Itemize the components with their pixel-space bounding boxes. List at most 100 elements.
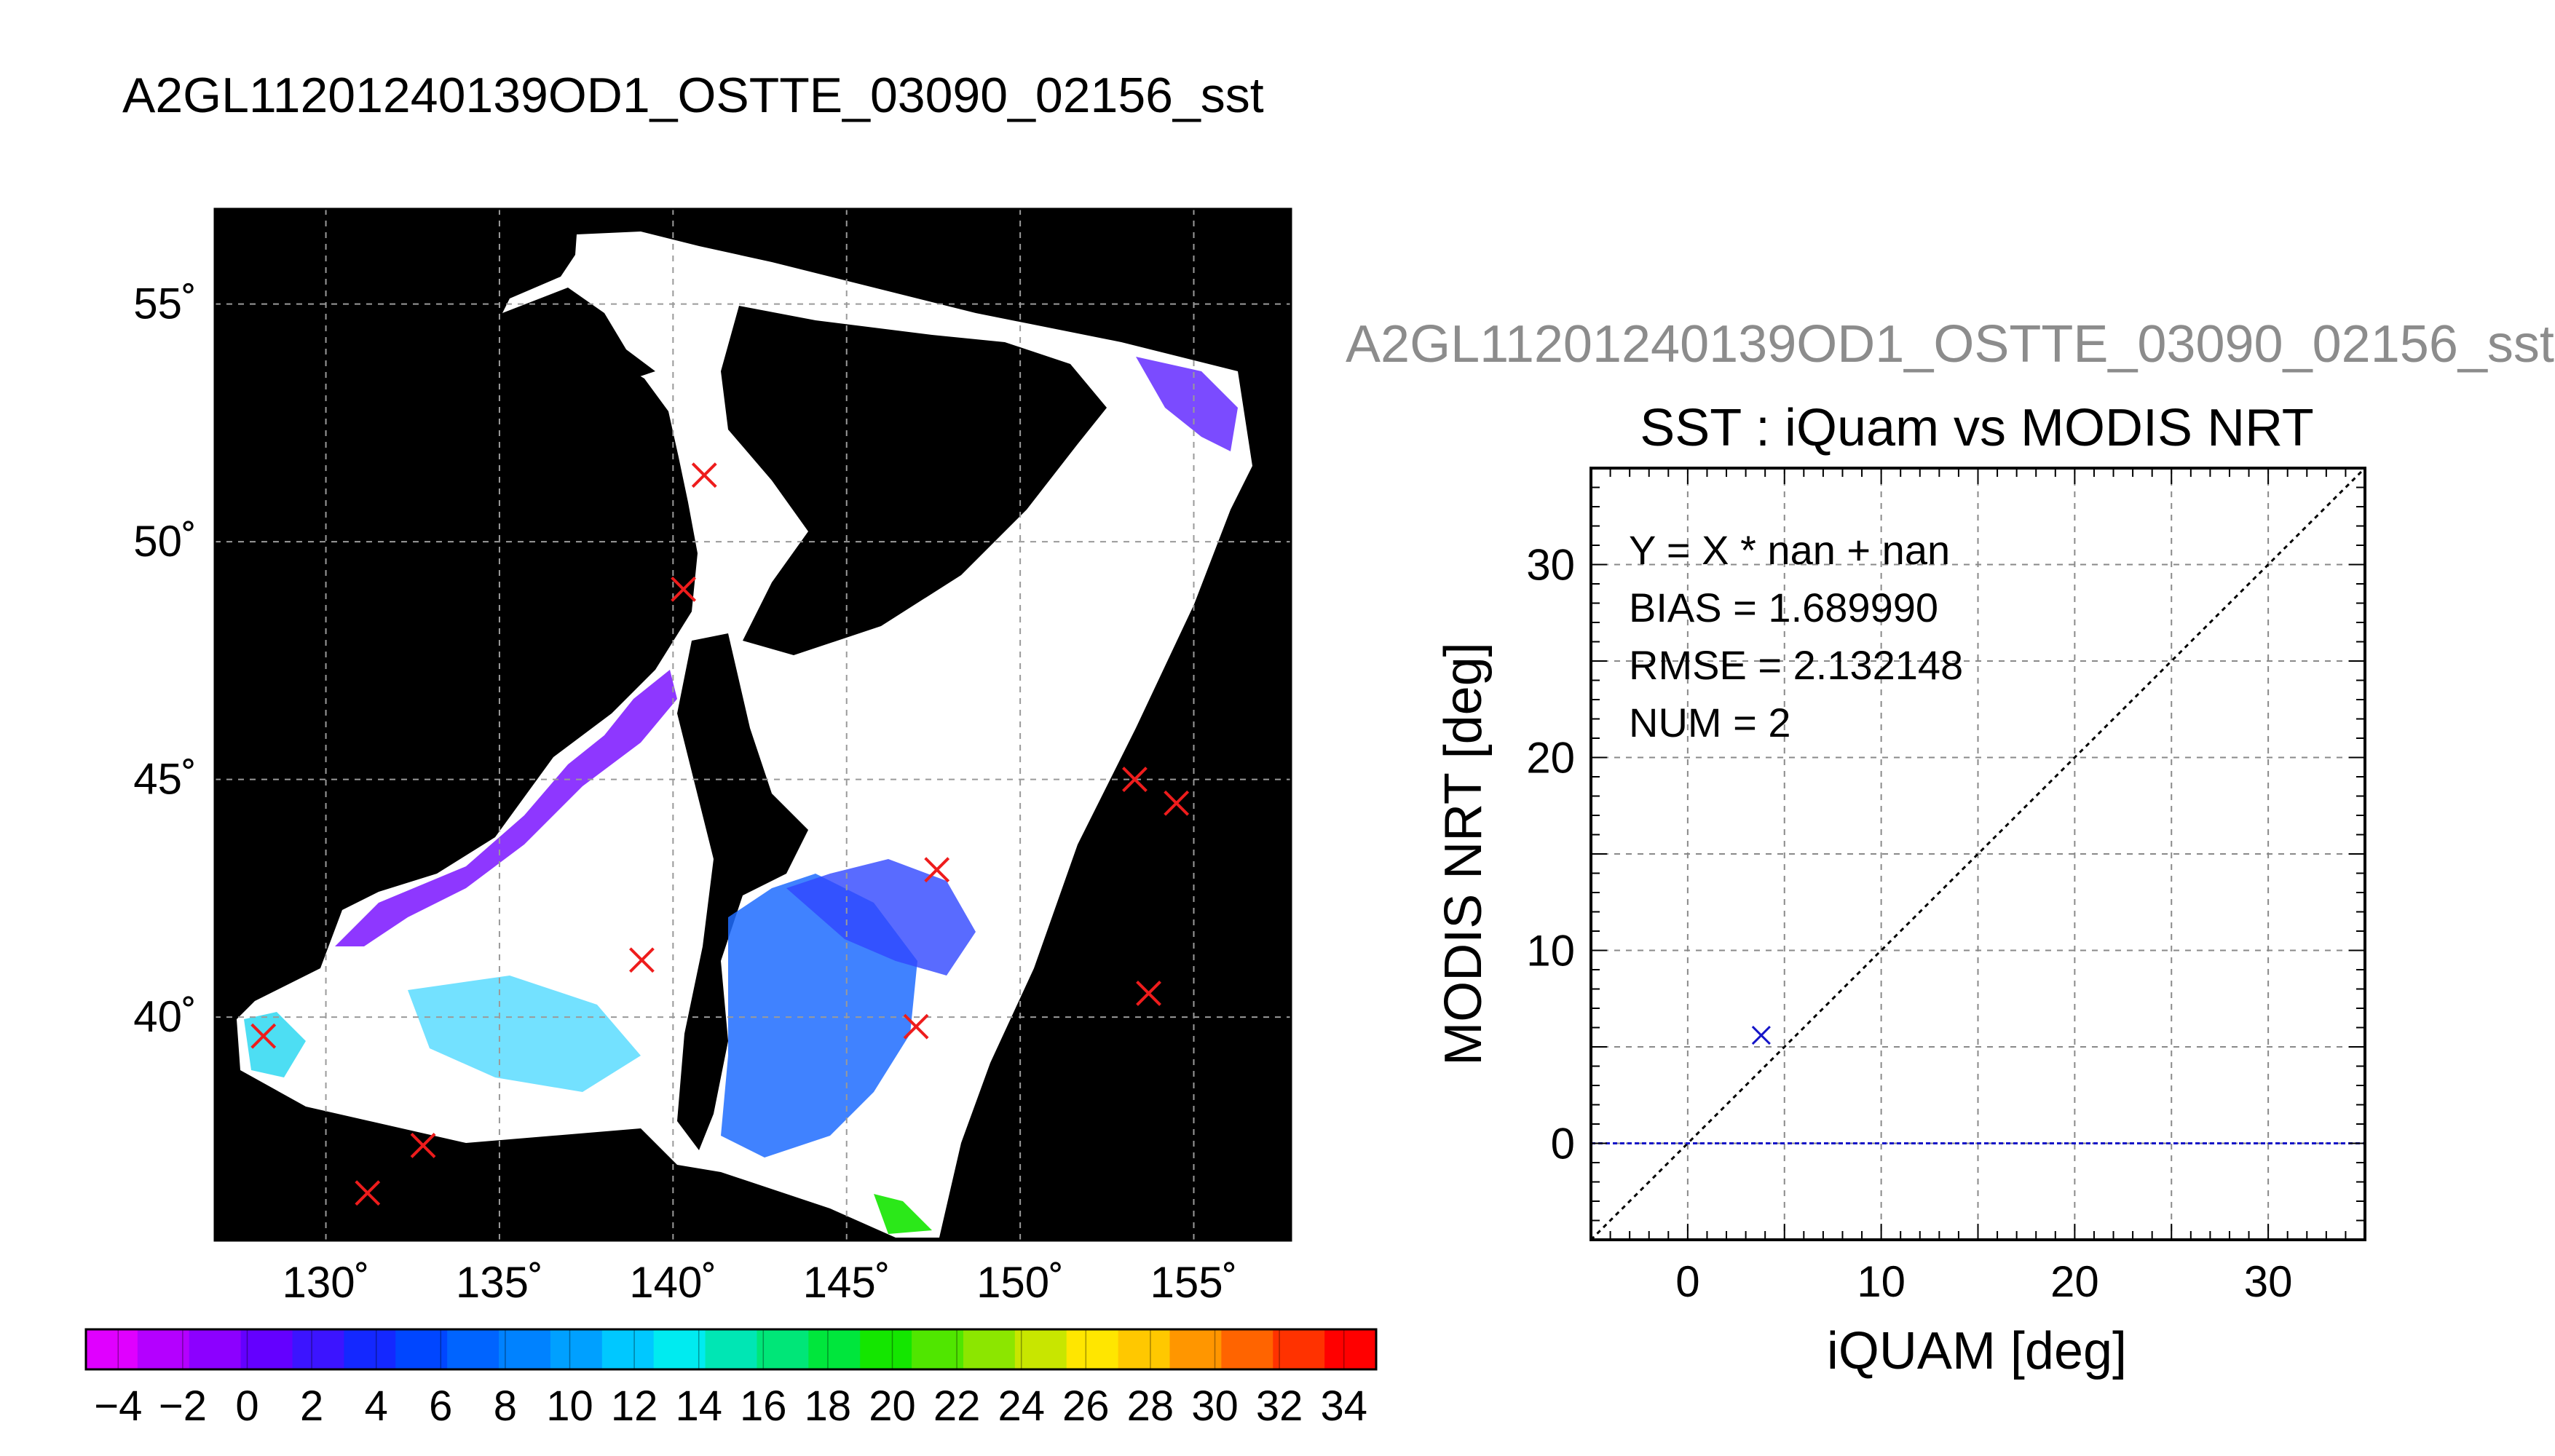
matchup-marker xyxy=(410,1132,436,1158)
colorbar-cell xyxy=(395,1329,449,1369)
colorbar-tick-label: 18 xyxy=(805,1382,852,1430)
x-tick-label: 0 xyxy=(1675,1257,1699,1306)
colorbar-cell xyxy=(757,1329,810,1369)
plot-filename-title: A2GL11201240139OD1_OSTTE_03090_02156_sst xyxy=(1346,315,2554,373)
colorbar-tick-label: −4 xyxy=(94,1382,142,1430)
x-axis-label: iQUAM [deg] xyxy=(1827,1322,2127,1380)
colorbar-cell xyxy=(137,1329,190,1369)
lon-tick-label: 145˚ xyxy=(803,1258,891,1307)
lon-tick-label: 150˚ xyxy=(976,1258,1064,1307)
colorbar-cell xyxy=(1324,1329,1377,1369)
colorbar-cells xyxy=(86,1329,1377,1369)
colorbar-tick-label: 24 xyxy=(998,1382,1045,1430)
sea-of-okhotsk-gap xyxy=(721,306,1107,655)
sst-patch-southwest xyxy=(244,1012,306,1077)
colorbar-tick-label: 4 xyxy=(365,1382,388,1430)
colorbar-cell xyxy=(912,1329,964,1369)
colorbar-tick-label: 14 xyxy=(675,1382,722,1430)
colorbar-tick-label: 2 xyxy=(300,1382,323,1430)
y-axis-label: MODIS NRT [deg] xyxy=(1434,642,1493,1066)
sst-patch-green xyxy=(874,1194,932,1234)
colorbar-tick-label: 0 xyxy=(235,1382,258,1430)
lon-tick-label: 130˚ xyxy=(283,1258,370,1307)
matchup-marker xyxy=(629,947,655,973)
x-tick-labels: 0 10 20 30 xyxy=(1675,1257,2292,1306)
matchup-marker xyxy=(691,462,717,488)
sst-map: 130˚ 135˚ 140˚ 145˚ 150˚ 155˚ 40˚ 45˚ 50˚ 55˚ xyxy=(133,207,1292,1307)
matchup-marker xyxy=(355,1180,381,1206)
matchup-marker xyxy=(250,1023,277,1049)
colorbar-cell xyxy=(705,1329,758,1369)
colorbar-tick-label: 12 xyxy=(611,1382,658,1430)
colorbar-tick-label: 16 xyxy=(740,1382,787,1430)
colorbar-cell xyxy=(963,1329,1016,1369)
matchup-marker-stroke xyxy=(671,576,697,602)
sst-colorbar: −4 −2 0 2 4 6 8 10 12 14 16 18 20 22 24 26 28 30 32 34 xyxy=(84,1328,1378,1430)
page-title: A2GL11201240139OD1_OSTTE_03090_02156_sst xyxy=(122,68,1264,123)
scatter-grid xyxy=(1591,468,2365,1240)
colorbar-cell xyxy=(447,1329,500,1369)
x-tick-label: 10 xyxy=(1857,1257,1906,1306)
stats-bias: BIAS = 1.689990 xyxy=(1629,585,1938,630)
matchup-marker-stroke xyxy=(903,1013,929,1040)
scatter-point-stroke xyxy=(1751,1026,1771,1045)
lat-tick-label: 40˚ xyxy=(133,992,197,1041)
colorbar-cell xyxy=(1221,1329,1274,1369)
colorbar-cell xyxy=(1118,1329,1171,1369)
colorbar-tick-label: 8 xyxy=(494,1382,517,1430)
x-tick-label: 20 xyxy=(2050,1257,2099,1306)
lon-tick-label: 135˚ xyxy=(456,1258,543,1307)
stats-num: NUM = 2 xyxy=(1629,700,1791,745)
colorbar-cell xyxy=(1066,1329,1119,1369)
matchup-marker-stroke xyxy=(250,1023,277,1049)
lat-tick-label: 45˚ xyxy=(133,755,197,804)
map-frame xyxy=(213,207,1292,1242)
colorbar-tick-label: −2 xyxy=(159,1382,207,1430)
matchup-marker xyxy=(671,576,697,602)
colorbar-cell xyxy=(601,1329,655,1369)
scatter-minor-ticks xyxy=(1590,467,2366,1241)
lat-tick-label: 55˚ xyxy=(133,280,197,328)
colorbar-tick-label: 20 xyxy=(869,1382,916,1430)
matchup-marker xyxy=(924,857,950,883)
colorbar-cell xyxy=(653,1329,706,1369)
lon-tick-labels: 130˚ 135˚ 140˚ 145˚ 150˚ 155˚ xyxy=(283,1258,1238,1307)
colorbar-tick-label: 22 xyxy=(933,1382,981,1430)
matchup-marker-stroke xyxy=(1136,981,1161,1006)
matchup-marker-stroke xyxy=(1122,767,1148,793)
colorbar-frame xyxy=(84,1328,1378,1371)
sst-patch-coast xyxy=(335,670,677,946)
lat-tick-label: 50˚ xyxy=(133,517,197,566)
matchup-marker-stroke xyxy=(1164,790,1190,816)
scatter-title: SST : iQuam vs MODIS NRT xyxy=(1640,399,2314,457)
lon-tick-label: 140˚ xyxy=(629,1258,716,1307)
colorbar-cell xyxy=(344,1329,397,1369)
colorbar-cell xyxy=(292,1329,345,1369)
y-tick-label: 0 xyxy=(1551,1120,1575,1168)
matchup-markers xyxy=(250,462,1190,1206)
y-tick-label: 20 xyxy=(1526,734,1575,783)
matchup-marker xyxy=(1136,981,1161,1006)
colorbar-tick-label: 32 xyxy=(1256,1382,1303,1430)
stats-rmse: RMSE = 2.132148 xyxy=(1629,642,1963,688)
matchup-marker-stroke xyxy=(629,947,655,973)
lat-tick-labels: 40˚ 45˚ 50˚ 55˚ xyxy=(133,280,197,1041)
matchup-marker-stroke xyxy=(355,1180,381,1206)
colorbar-cell xyxy=(189,1329,242,1369)
sst-patch-okhotsk-edge xyxy=(1136,357,1238,451)
colorbar-tick-label: 34 xyxy=(1320,1382,1367,1430)
colorbar-cell xyxy=(550,1329,603,1369)
matchup-marker-stroke xyxy=(410,1132,436,1158)
y-tick-label: 10 xyxy=(1526,927,1575,976)
sst-patch-cyan xyxy=(408,976,641,1092)
scatter-point xyxy=(1751,1026,1771,1045)
matchup-marker xyxy=(1164,790,1190,816)
scatter-points xyxy=(1751,1026,1771,1045)
colorbar-tick-labels: −4 −2 0 2 4 6 8 10 12 14 16 18 20 22 24 26 28 30 32 34 xyxy=(94,1329,1367,1430)
land-notch xyxy=(502,288,655,379)
colorbar-tick-label: 10 xyxy=(546,1382,593,1430)
matchup-marker xyxy=(903,1013,929,1040)
colorbar-cell xyxy=(808,1329,861,1369)
map-graticule xyxy=(215,209,1291,1241)
colorbar-cell xyxy=(860,1329,913,1369)
